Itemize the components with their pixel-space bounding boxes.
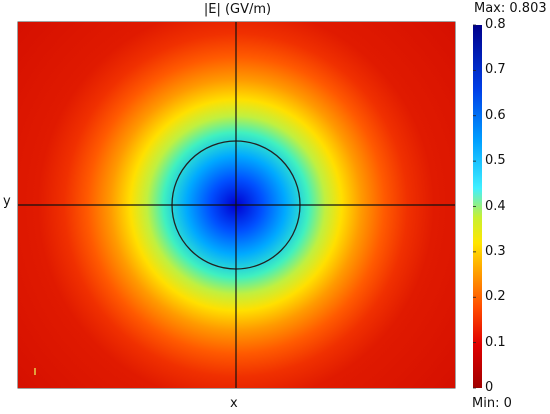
- colorbar-max-label: Max: 0.803: [474, 1, 547, 16]
- colorbar-tick-label: 0.6: [485, 107, 506, 123]
- colorbar-tick-label: 0.1: [485, 334, 506, 350]
- colorbar-tick-label: 0: [485, 380, 494, 395]
- colorbar-tick-label: 0.8: [485, 17, 506, 32]
- colorbar-gradient: [473, 25, 482, 388]
- colorbar: [473, 24, 482, 389]
- colorbar-tick-label: 0.7: [485, 62, 506, 78]
- plot-area: [17, 21, 456, 389]
- colorbar-tick-label: 0.5: [485, 153, 506, 169]
- colorbar-tick-label: 0.2: [485, 289, 506, 305]
- colorbar-tick-label: 0.4: [485, 198, 506, 214]
- colorbar-min-label: Min: 0: [472, 396, 512, 411]
- colorbar-tickmarks: [473, 24, 476, 389]
- y-axis-label: y: [3, 194, 11, 209]
- chart-title: |E| (GV/m): [203, 2, 272, 17]
- x-axis-label: x: [230, 396, 238, 411]
- colorbar-tick-label: 0.3: [485, 243, 506, 259]
